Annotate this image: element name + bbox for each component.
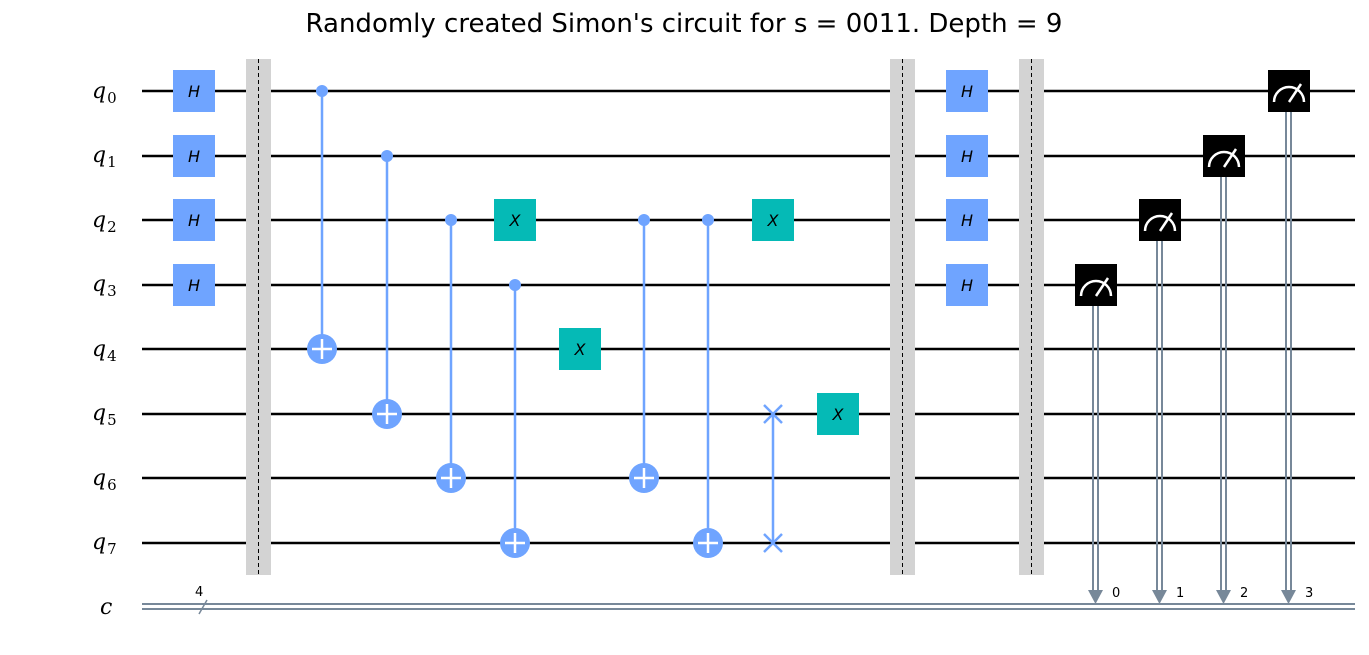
cnot-q1-q5: [372, 150, 402, 429]
h-gate-q0-b: H: [946, 70, 988, 112]
meter-icon: [1143, 214, 1177, 232]
x-gate-q2-a: X: [494, 199, 536, 241]
svg-text:X: X: [574, 340, 587, 359]
classical-wire: [142, 603, 1355, 610]
svg-text:X: X: [832, 405, 845, 424]
x-gate-q5: X: [817, 393, 859, 435]
svg-text:H: H: [188, 82, 200, 101]
register-slash: [198, 599, 208, 615]
control-dot: [316, 85, 328, 97]
svg-text:H: H: [188, 276, 200, 295]
svg-text:X: X: [509, 211, 522, 230]
qubit-label-2: q2: [92, 208, 117, 236]
qubit-labels: q0 q1 q2 q3 q4 q5 q6 q7 c: [92, 79, 117, 620]
cnot-q2-q6-b: [629, 214, 659, 493]
qubit-label-1: q1: [92, 143, 117, 171]
control-dot: [509, 279, 521, 291]
register-size: 4: [195, 585, 203, 600]
barrier-2: [890, 59, 915, 575]
qubit-label-6: q6: [92, 466, 117, 494]
qubit-label-3: q3: [92, 272, 117, 300]
qubit-label-7: q7: [92, 530, 117, 558]
measure-q0: 3: [1268, 70, 1313, 604]
cnot-q0-q4: [307, 85, 337, 364]
control-dot: [381, 150, 393, 162]
control-dot: [638, 214, 650, 226]
meter-icon: [1079, 279, 1113, 297]
svg-text:H: H: [188, 211, 200, 230]
measure-bit-label-2: 2: [1240, 586, 1248, 601]
h-gate-q3: H: [173, 264, 215, 306]
cnot-q2-q6: [436, 214, 466, 493]
measure-q3: 0: [1075, 264, 1120, 604]
swap-q5-q7: [763, 404, 783, 553]
svg-text:H: H: [961, 276, 973, 295]
meter-icon: [1207, 150, 1241, 168]
cnot-q3-q7: [500, 279, 530, 558]
x-gate-q2-b: X: [752, 199, 794, 241]
qubit-label-4: q4: [92, 337, 117, 365]
svg-text:H: H: [188, 147, 200, 166]
qubit-wires: [142, 89, 1355, 545]
h-gate-q3-b: H: [946, 264, 988, 306]
meter-icon: [1272, 85, 1306, 103]
h-gate-q1: H: [173, 135, 215, 177]
control-dot: [702, 214, 714, 226]
circuit-title: Randomly created Simon's circuit for s =…: [306, 9, 1063, 39]
measure-q1: 2: [1203, 135, 1248, 604]
svg-text:X: X: [767, 211, 780, 230]
measure-bit-label-3: 3: [1305, 586, 1313, 601]
barrier-3: [1019, 59, 1044, 575]
svg-text:H: H: [961, 211, 973, 230]
svg-text:H: H: [961, 147, 973, 166]
h-gate-q1-b: H: [946, 135, 988, 177]
qubit-label-0: q0: [92, 79, 117, 107]
measure-bit-label-0: 0: [1112, 586, 1120, 601]
h-gate-q0: H: [173, 70, 215, 112]
barrier-1: [246, 59, 271, 575]
classical-label: c: [100, 595, 112, 620]
h-gate-q2-b: H: [946, 199, 988, 241]
measure-bit-label-1: 1: [1176, 586, 1184, 601]
svg-text:H: H: [961, 82, 973, 101]
cnot-q2-q7: [693, 214, 723, 558]
h-gate-q2: H: [173, 199, 215, 241]
measure-q2: 1: [1139, 199, 1184, 604]
control-dot: [445, 214, 457, 226]
qubit-label-5: q5: [92, 401, 117, 429]
x-gate-q4: X: [559, 328, 601, 370]
